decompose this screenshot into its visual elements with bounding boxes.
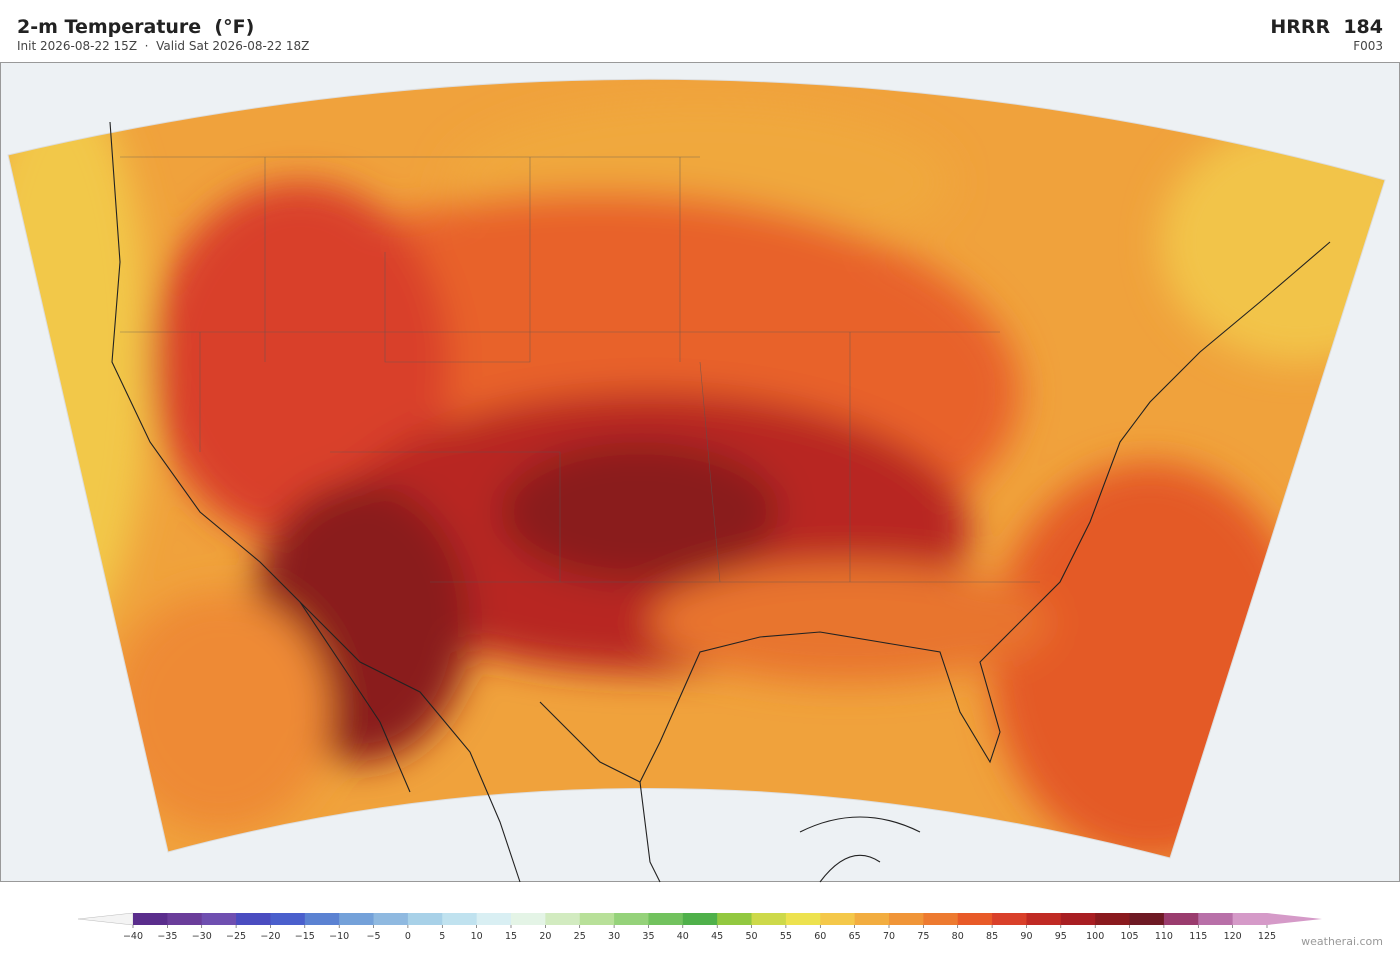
colorbar-segment (889, 913, 924, 925)
colorbar-segment (339, 913, 375, 925)
colorbar-segment (236, 913, 271, 925)
colorbar-tick-label: −35 (157, 931, 177, 942)
colorbar-segment (442, 913, 478, 925)
colorbar-segment (1095, 913, 1131, 925)
colorbar-tick-label: −10 (329, 931, 349, 942)
colorbar-tick-label: −25 (226, 931, 246, 942)
colorbar-tick-label: 35 (642, 931, 654, 942)
model-label: HRRR 184 (1270, 16, 1383, 38)
colorbar-under (77, 912, 134, 926)
colorbar-tick-label: 60 (814, 931, 826, 942)
colorbar-segment (545, 913, 581, 925)
colorbar-tick-label: 30 (608, 931, 620, 942)
colorbar-tick-label: −40 (123, 931, 143, 942)
colorbar-segment (579, 913, 615, 925)
colorbar-segment (407, 913, 443, 925)
colorbar-tick-label: 20 (539, 931, 551, 942)
colorbar-segment (717, 913, 753, 925)
colorbar-segment (923, 913, 959, 925)
colorbar-tick-label: 120 (1224, 931, 1242, 942)
colorbar-over (1267, 913, 1322, 925)
colorbar-segment (854, 913, 890, 925)
colorbar-segment (373, 913, 409, 925)
colorbar-tick-label: 5 (439, 931, 445, 942)
colorbar: −40 −35 −30 −25 −20 −15 −10 −5 0 5 10 15 20 25 30 35 40 4… (77, 912, 1322, 942)
colorbar-tick-label: 125 (1258, 931, 1276, 942)
colorbar-segment (167, 913, 203, 925)
colorbar-tick-label: 75 (917, 931, 929, 942)
colorbar-segment (648, 913, 684, 925)
colorbar-segment (133, 913, 168, 925)
colorbar-tick-label: 25 (574, 931, 586, 942)
colorbar-tick-label: 70 (883, 931, 895, 942)
forecast-hour: F003 (1353, 39, 1383, 53)
colorbar-segment (751, 913, 787, 925)
colorbar-tick-label: 15 (505, 931, 517, 942)
colorbar-segment (614, 913, 649, 925)
colorbar-segment (476, 913, 512, 925)
colorbar-segment (304, 913, 340, 925)
colorbar-segment (1026, 913, 1062, 925)
colorbar-segment (270, 913, 306, 925)
colorbar-segment (1198, 913, 1234, 925)
colorbar-tick-label: −30 (192, 931, 212, 942)
title: 2-m Temperature (°F) (17, 16, 255, 38)
colorbar-segment (1163, 913, 1199, 925)
colorbar-segment (682, 913, 718, 925)
colorbar-tick-label: 100 (1086, 931, 1104, 942)
watermark: weatherai.com (1301, 935, 1383, 948)
map (0, 62, 1400, 883)
colorbar-tick-label: 110 (1155, 931, 1173, 942)
colorbar-tick-label: 90 (1020, 931, 1032, 942)
colorbar-tick-label: −15 (295, 931, 315, 942)
colorbar-tick-label: 105 (1120, 931, 1138, 942)
colorbar-segment (820, 913, 856, 925)
colorbar-tick-label: 95 (1055, 931, 1067, 942)
colorbar-tick-label: 115 (1189, 931, 1207, 942)
colorbar-tick-label: 80 (952, 931, 964, 942)
colorbar-segment (1129, 913, 1165, 925)
colorbar-tick-label: 55 (780, 931, 792, 942)
colorbar-tick-label: 65 (849, 931, 861, 942)
colorbar-tick-label: −5 (367, 931, 381, 942)
colorbar-segment (1060, 913, 1096, 925)
colorbar-tick-label: 50 (745, 931, 757, 942)
colorbar-segment (785, 913, 821, 925)
colorbar-tick-label: 40 (677, 931, 689, 942)
colorbar-tick-label: 0 (405, 931, 411, 942)
colorbar-segment (992, 913, 1027, 925)
colorbar-segment (511, 913, 546, 925)
colorbar-tick-label: 10 (471, 931, 483, 942)
colorbar-tick-label: 85 (986, 931, 998, 942)
colorbar-segment (1232, 913, 1268, 925)
subtitle: Init 2026-08-22 15Z · Valid Sat 2026-08-… (17, 39, 310, 53)
colorbar-segment (957, 913, 993, 925)
colorbar-tick-label: −20 (260, 931, 280, 942)
colorbar-segment (201, 913, 237, 925)
colorbar-tick-label: 45 (711, 931, 723, 942)
